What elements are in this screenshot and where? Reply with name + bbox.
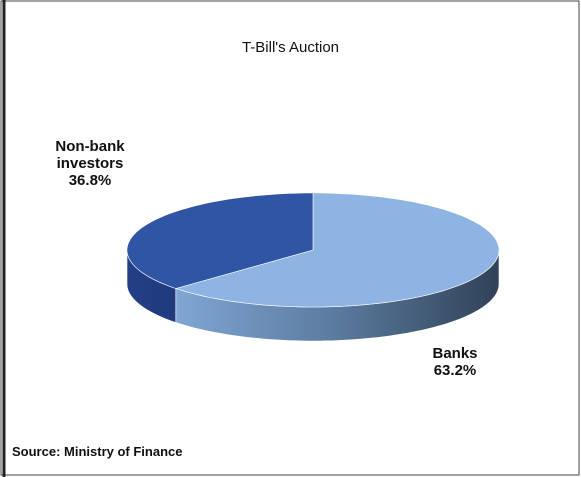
pie-slice xyxy=(174,192,500,342)
pie-slice xyxy=(126,192,314,323)
slice-top xyxy=(126,192,314,289)
chart-title: T-Bill's Auction xyxy=(241,39,340,56)
slice-top xyxy=(174,192,500,308)
slice-label: Non-bank investors xyxy=(55,138,125,172)
slice-value-label: 36.8% xyxy=(68,172,112,189)
slice-value-label: 63.2% xyxy=(433,362,477,379)
source-note: Source: Ministry of Finance xyxy=(12,444,183,459)
slice-label: Banks xyxy=(432,345,478,362)
